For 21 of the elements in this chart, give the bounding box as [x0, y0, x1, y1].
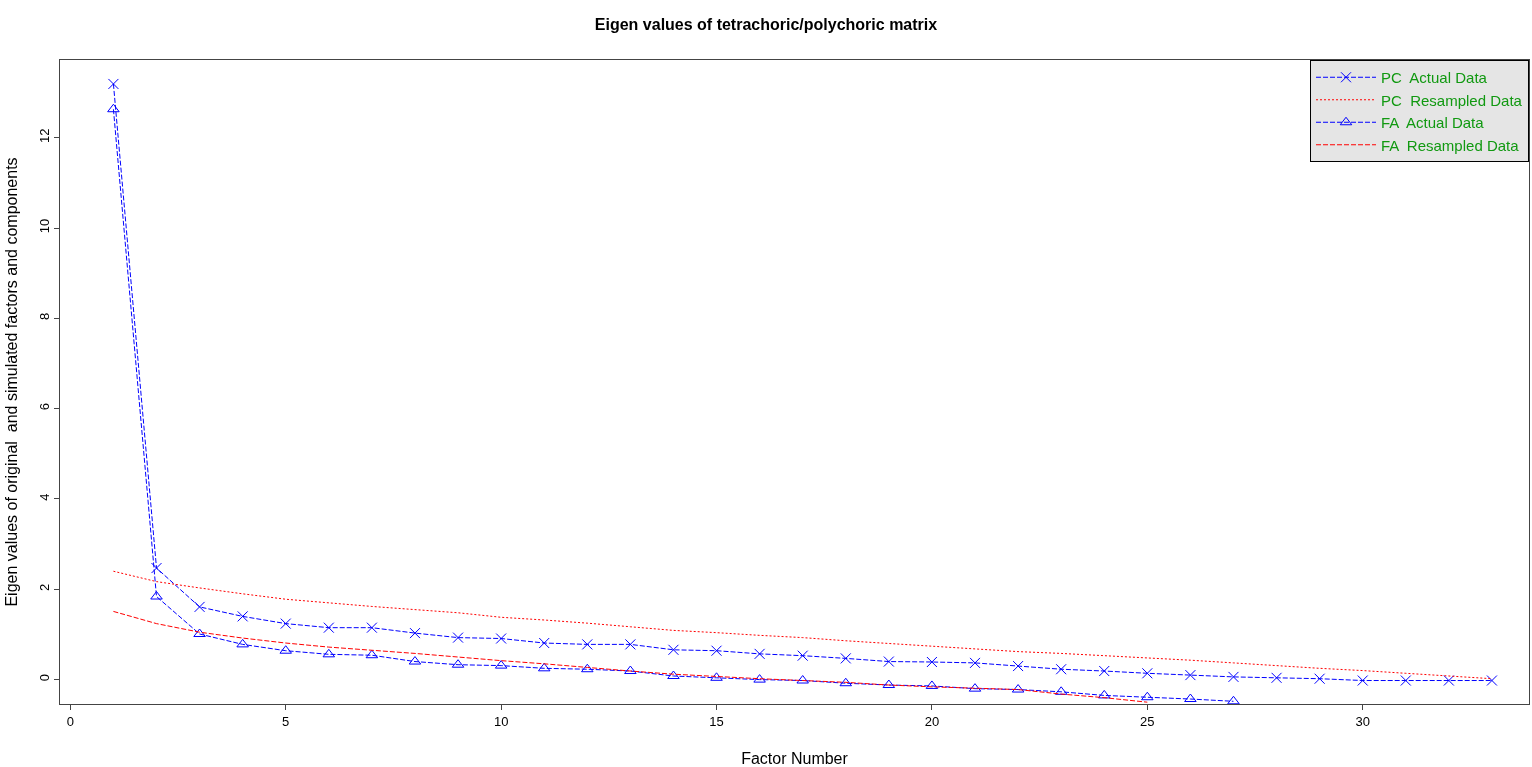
x-tick-label: 15 — [709, 713, 724, 729]
y-axis-title: Eigen values of original and simulated factors and components — [2, 157, 20, 607]
legend-label: PC Resampled Data — [1381, 91, 1523, 109]
x-tick-label: 10 — [493, 713, 509, 729]
x-axis-title: Factor Number — [741, 750, 849, 767]
legend-label: FA Actual Data — [1381, 114, 1485, 132]
x-tick-label: 5 — [282, 713, 290, 729]
x-tick-label: 0 — [66, 713, 74, 729]
y-tick-label: 6 — [36, 403, 52, 411]
y-tick-label: 12 — [36, 128, 52, 143]
y-tick-label: 0 — [36, 674, 52, 682]
x-tick-label: 25 — [1140, 713, 1155, 729]
y-tick-label: 2 — [36, 583, 52, 591]
y-tick-label: 4 — [36, 493, 52, 501]
x-tick-label: 30 — [1355, 713, 1370, 729]
legend-label: FA Resampled Data — [1381, 136, 1520, 154]
x-tick-label: 20 — [924, 713, 940, 729]
y-tick-label: 10 — [36, 218, 52, 234]
legend-label: PC Actual Data — [1381, 69, 1488, 87]
chart-title: Eigen values of tetrachoric/polychoric matrix — [594, 16, 938, 34]
y-tick-label: 8 — [36, 312, 52, 320]
